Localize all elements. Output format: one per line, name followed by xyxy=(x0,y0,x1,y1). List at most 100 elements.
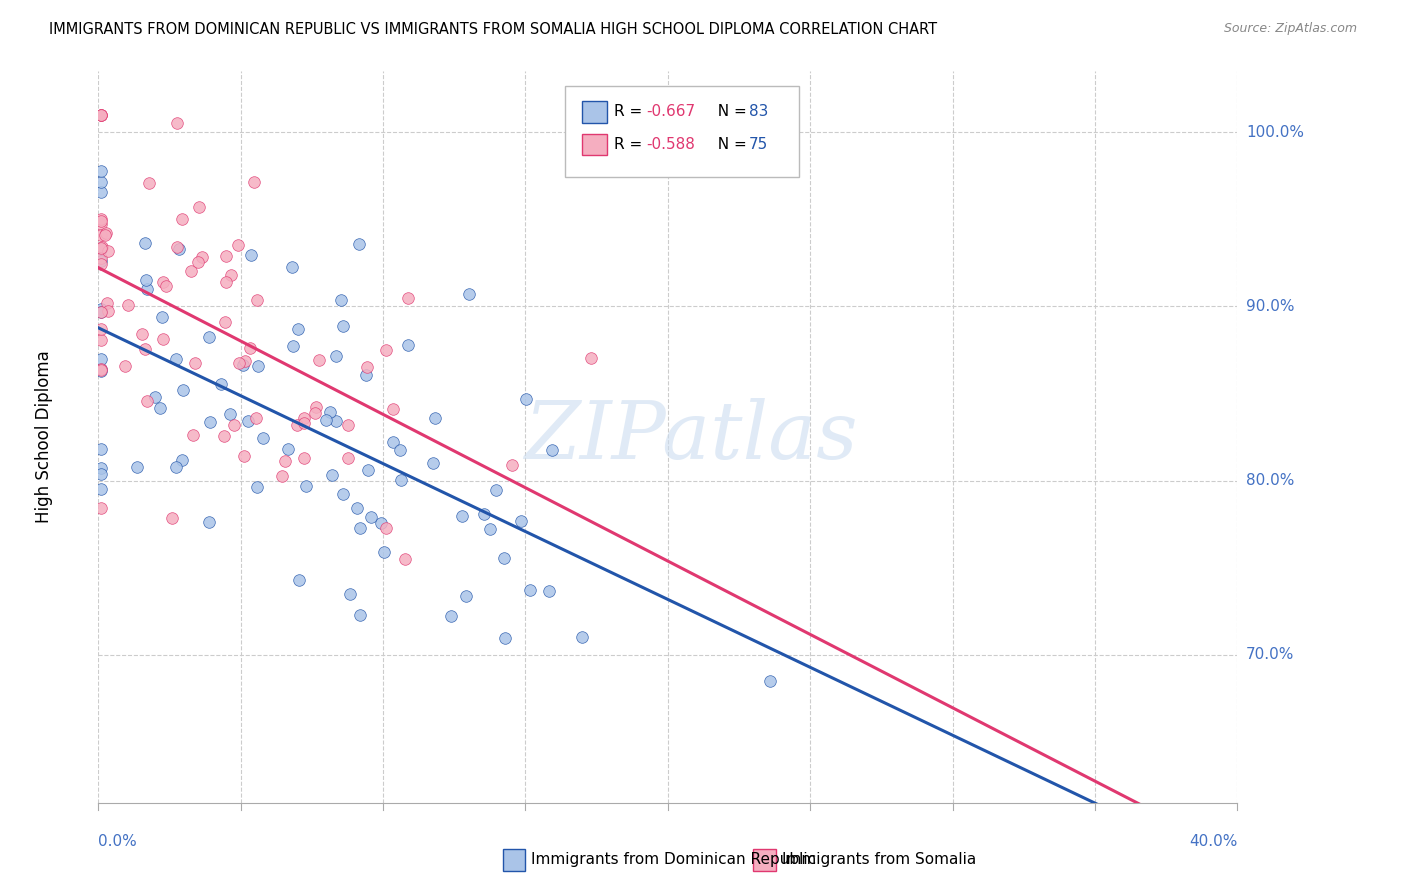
Text: 40.0%: 40.0% xyxy=(1189,834,1237,849)
Point xyxy=(90,500,112,515)
Point xyxy=(143,390,166,404)
Point xyxy=(246,480,269,494)
Point xyxy=(472,508,495,522)
Point xyxy=(184,356,207,370)
Text: Immigrants from Dominican Republic: Immigrants from Dominican Republic xyxy=(531,853,817,867)
Point xyxy=(388,443,411,458)
Point xyxy=(294,411,316,425)
Point xyxy=(281,260,304,274)
Point xyxy=(494,631,516,645)
Point xyxy=(285,418,308,433)
Text: -0.667: -0.667 xyxy=(647,104,696,120)
Point xyxy=(321,468,343,483)
Point xyxy=(281,338,304,352)
Point xyxy=(277,442,299,456)
Point xyxy=(215,249,238,263)
Point xyxy=(456,589,478,603)
Point xyxy=(215,275,238,289)
Point xyxy=(187,255,209,269)
Text: Source: ZipAtlas.com: Source: ZipAtlas.com xyxy=(1223,22,1357,36)
Point xyxy=(292,451,315,466)
Point xyxy=(90,361,112,376)
Point xyxy=(349,607,371,622)
Point xyxy=(117,298,139,312)
Point xyxy=(187,200,209,214)
Point xyxy=(304,406,326,420)
Point xyxy=(356,360,378,375)
FancyBboxPatch shape xyxy=(754,849,776,871)
Point xyxy=(389,473,412,487)
Point xyxy=(305,400,328,414)
Point xyxy=(180,263,202,277)
Point xyxy=(212,428,235,442)
Point xyxy=(218,407,240,421)
Point xyxy=(90,217,112,231)
Point xyxy=(356,368,378,382)
FancyBboxPatch shape xyxy=(565,86,799,178)
Point xyxy=(94,228,117,243)
FancyBboxPatch shape xyxy=(503,849,526,871)
Text: R =: R = xyxy=(614,104,647,120)
Point xyxy=(131,326,153,341)
FancyBboxPatch shape xyxy=(582,101,607,122)
Point xyxy=(165,460,187,475)
Text: 0.0%: 0.0% xyxy=(98,834,138,849)
Point xyxy=(90,467,112,481)
Point xyxy=(451,508,474,523)
Point xyxy=(346,500,368,515)
Point xyxy=(246,293,269,308)
Text: 90.0%: 90.0% xyxy=(1246,299,1295,314)
Point xyxy=(198,415,221,429)
Point xyxy=(90,461,112,475)
Point xyxy=(90,362,112,376)
Point xyxy=(381,434,404,449)
Text: IMMIGRANTS FROM DOMINICAN REPUBLIC VS IMMIGRANTS FROM SOMALIA HIGH SCHOOL DIPLOM: IMMIGRANTS FROM DOMINICAN REPUBLIC VS IM… xyxy=(49,22,938,37)
Point xyxy=(226,238,249,252)
Point xyxy=(114,359,136,374)
Point xyxy=(239,248,262,262)
Point xyxy=(90,322,112,336)
Text: Immigrants from Somalia: Immigrants from Somalia xyxy=(782,853,976,867)
FancyBboxPatch shape xyxy=(582,134,607,155)
Point xyxy=(238,414,260,428)
Point xyxy=(197,329,219,343)
Point xyxy=(166,240,188,254)
Point xyxy=(394,552,416,566)
Point xyxy=(155,279,177,293)
Point xyxy=(138,176,160,190)
Point xyxy=(329,293,352,307)
Point xyxy=(233,450,256,464)
Text: 83: 83 xyxy=(749,104,768,120)
Point xyxy=(149,401,172,416)
Point xyxy=(232,358,254,372)
Point xyxy=(339,587,361,601)
Point xyxy=(515,392,537,406)
Point xyxy=(91,240,114,254)
Point xyxy=(274,453,297,467)
Point xyxy=(90,363,112,377)
Point xyxy=(90,363,112,377)
Text: R =: R = xyxy=(614,137,647,152)
Point xyxy=(90,185,112,199)
Point xyxy=(579,351,602,365)
Point xyxy=(191,250,214,264)
Point xyxy=(90,108,112,122)
Point xyxy=(90,164,112,178)
Point xyxy=(245,411,267,425)
Point xyxy=(233,354,256,368)
Point xyxy=(165,351,187,366)
Point xyxy=(90,253,112,268)
Point xyxy=(287,321,309,335)
Point xyxy=(90,211,112,226)
Text: N =: N = xyxy=(707,137,751,152)
Point xyxy=(90,108,112,122)
Point xyxy=(90,214,112,228)
Point xyxy=(509,514,531,528)
Point xyxy=(90,482,112,496)
Point xyxy=(246,359,269,373)
Point xyxy=(239,341,262,355)
Text: 70.0%: 70.0% xyxy=(1246,648,1294,662)
Point xyxy=(381,402,404,417)
Point xyxy=(349,521,371,535)
Point xyxy=(571,630,593,644)
